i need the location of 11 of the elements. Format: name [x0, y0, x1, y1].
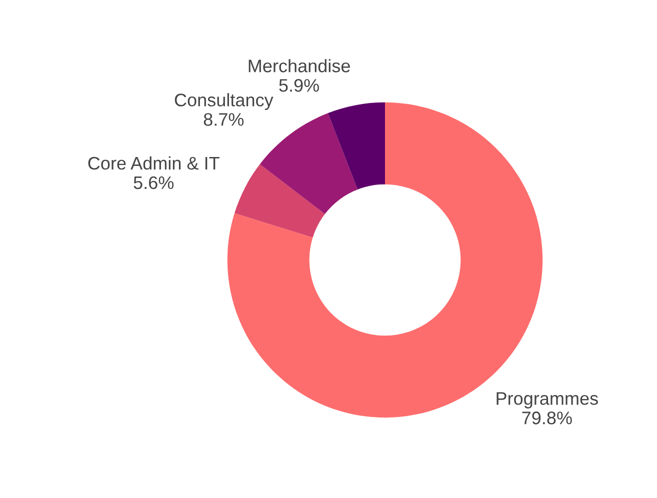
donut-slice: [234, 164, 325, 238]
data-label: 8.7%: [204, 113, 244, 126]
data-label: 79.8%: [522, 412, 572, 424]
data-label: 5.9%: [279, 79, 319, 92]
data-label: 5.6%: [134, 176, 174, 190]
slice-label: Consultancy: [174, 93, 274, 110]
slice-label: Core Admin & IT: [88, 156, 220, 170]
slice-label: Merchandise: [248, 59, 350, 72]
donut-slice: [328, 102, 385, 190]
slice-label: Programmes: [496, 392, 598, 408]
donut-slice: [260, 113, 358, 214]
